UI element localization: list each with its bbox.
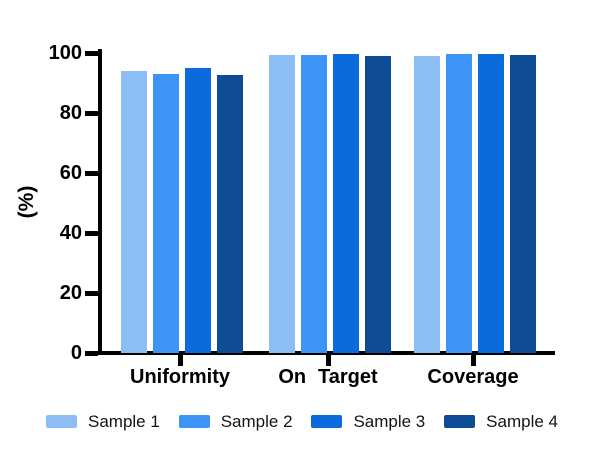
bar-sample-4-uniformity [217,75,243,353]
x-tick-mark-on-target [326,355,331,366]
y-axis-title: (%) [15,185,38,219]
y-tick-label-80: 80 [59,102,82,124]
legend: Sample 1 Sample 2 Sample 3 Sample 4 [46,412,558,431]
legend-item-sample-2: Sample 2 [178,412,293,431]
legend-swatch-sample-3 [311,415,343,428]
y-tick-mark-0 [85,351,98,356]
legend-item-sample-4: Sample 4 [444,412,558,431]
y-tick-label-60: 60 [59,162,82,184]
legend-item-sample-3: Sample 3 [311,412,425,431]
y-tick-label-40: 40 [59,222,82,244]
legend-label-sample-4: Sample 4 [486,412,558,431]
legend-label-sample-1: Sample 1 [88,412,160,431]
y-tick-mark-40 [85,231,98,236]
y-tick-mark-100 [85,51,98,56]
x-tick-mark-uniformity [178,355,183,366]
x-category-label-coverage: Coverage [427,366,519,388]
legend-swatch-sample-4 [444,415,476,428]
y-tick-label-100: 100 [48,42,82,64]
x-axis-line [98,351,555,355]
bar-sample-2-coverage [446,54,472,353]
y-tick-label-0: 0 [70,342,82,364]
y-tick-mark-80 [85,111,98,116]
bar-sample-2-on-target [301,55,327,353]
y-tick-label-20: 20 [59,282,82,304]
legend-label-sample-3: Sample 3 [353,412,426,431]
legend-label-sample-2: Sample 2 [220,412,293,431]
y-axis-line [98,49,102,355]
bar-sample-1-uniformity [121,71,147,353]
legend-swatch-sample-1 [46,415,77,428]
bar-sample-3-uniformity [185,68,211,353]
x-category-label-uniformity: Uniformity [130,366,230,388]
bar-sample-1-on-target [269,55,295,353]
bar-sample-3-on-target [333,54,359,353]
bar-sample-1-coverage [414,56,440,353]
legend-swatch-sample-2 [178,415,210,428]
bar-sample-2-uniformity [153,74,179,353]
bar-sample-4-on-target [365,56,391,353]
y-tick-mark-20 [85,291,98,296]
bar-sample-3-coverage [478,54,504,353]
y-tick-mark-60 [85,171,98,176]
bar-sample-4-coverage [510,55,536,353]
legend-item-sample-1: Sample 1 [46,412,160,431]
x-category-label-on-target: On Target [278,366,378,388]
x-tick-mark-coverage [471,355,476,366]
